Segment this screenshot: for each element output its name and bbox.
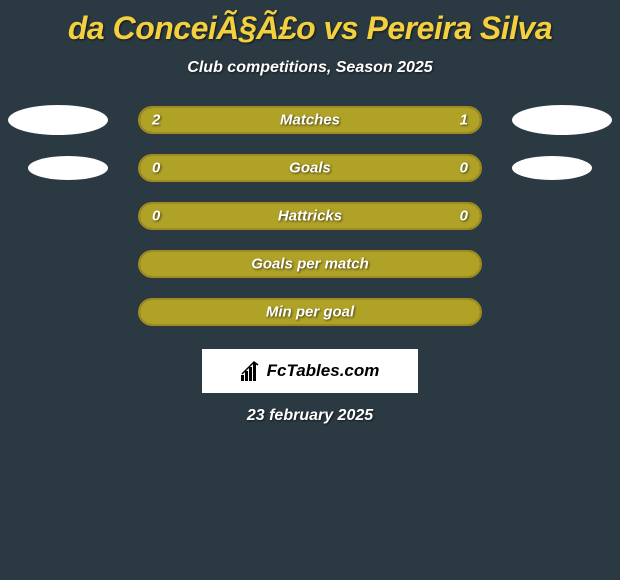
- player-left-avatar: [8, 105, 108, 135]
- root-container: da ConceiÃ§Ã£o vs Pereira Silva Club com…: [0, 0, 620, 425]
- stat-row-mpg: Min per goal: [0, 297, 620, 327]
- bar-hattricks-right-value: 0: [460, 208, 468, 225]
- page-subtitle: Club competitions, Season 2025: [187, 59, 432, 77]
- stat-row-gpm: Goals per match: [0, 249, 620, 279]
- branding-text: FcTables.com: [267, 361, 380, 381]
- bar-matches-left-value: 2: [152, 112, 160, 129]
- bar-matches: 2 Matches 1: [138, 106, 482, 134]
- bar-goals-left-value: 0: [152, 160, 160, 177]
- date-text: 23 february 2025: [247, 407, 373, 425]
- bar-goals-label: Goals: [289, 160, 331, 177]
- bar-gpm: Goals per match: [138, 250, 482, 278]
- bars-icon: [241, 361, 263, 381]
- player-left-avatar-small: [28, 156, 108, 180]
- bar-matches-right-value: 1: [460, 112, 468, 129]
- stat-row-hattricks: 0 Hattricks 0: [0, 201, 620, 231]
- bar-matches-label: Matches: [280, 112, 340, 129]
- page-title: da ConceiÃ§Ã£o vs Pereira Silva: [68, 10, 552, 47]
- bar-hattricks-label: Hattricks: [278, 208, 342, 225]
- branding-box[interactable]: FcTables.com: [202, 349, 418, 393]
- stat-row-goals: 0 Goals 0: [0, 153, 620, 183]
- bar-goals: 0 Goals 0: [138, 154, 482, 182]
- bar-gpm-label: Goals per match: [251, 256, 369, 273]
- bar-mpg-label: Min per goal: [266, 304, 354, 321]
- bar-goals-right-value: 0: [460, 160, 468, 177]
- bar-mpg: Min per goal: [138, 298, 482, 326]
- bar-hattricks: 0 Hattricks 0: [138, 202, 482, 230]
- player-right-avatar-small: [512, 156, 592, 180]
- stat-row-matches: 2 Matches 1: [0, 105, 620, 135]
- bar-hattricks-left-value: 0: [152, 208, 160, 225]
- player-right-avatar: [512, 105, 612, 135]
